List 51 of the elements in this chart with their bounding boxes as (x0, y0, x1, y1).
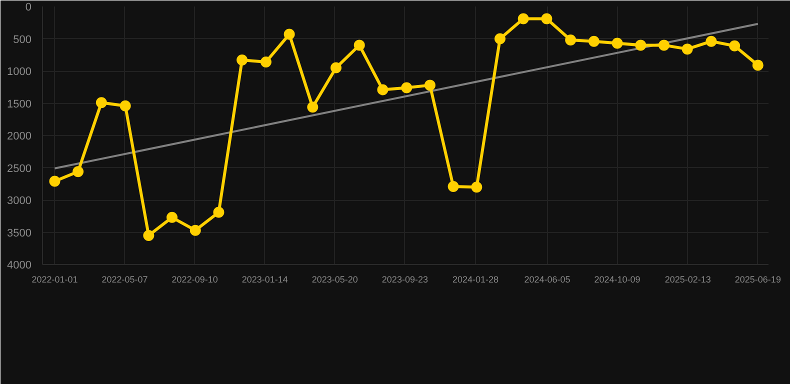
point (213, 206, 224, 218)
point (166, 212, 178, 223)
point (518, 13, 529, 24)
x-tick-label: 2024-10-09 (594, 274, 640, 284)
point (635, 40, 646, 51)
point (96, 97, 107, 108)
point (494, 33, 506, 44)
y-tick-label: 3500 (7, 227, 32, 240)
x-tick-label: 2022-05-07 (102, 274, 148, 284)
point (354, 40, 365, 51)
x-tick-label: 2024-01-28 (452, 274, 499, 284)
point (49, 176, 60, 187)
y-tick-label: 2500 (7, 162, 32, 175)
point (330, 62, 342, 74)
point (448, 180, 459, 192)
point (120, 100, 131, 112)
x-tick-label: 2023-09-23 (382, 274, 428, 284)
point (307, 102, 318, 113)
y-tick-label: 2000 (7, 130, 32, 142)
y-tick-label: 3000 (7, 195, 32, 207)
point (541, 13, 552, 24)
point (565, 34, 576, 46)
point (752, 60, 764, 71)
point (401, 82, 412, 94)
point (72, 166, 84, 178)
x-tick-label: 2023-01-14 (242, 274, 288, 284)
x-tick-label: 2025-02-13 (664, 274, 711, 284)
point (682, 44, 693, 55)
point (658, 40, 670, 51)
point (143, 230, 154, 241)
point (377, 84, 388, 96)
point (588, 36, 600, 47)
x-tick-label: 2025-06-19 (734, 274, 781, 284)
y-tick-label: 4000 (7, 260, 32, 272)
point (729, 40, 740, 52)
point (706, 36, 717, 47)
y-tick-label: 1000 (7, 66, 32, 78)
point (260, 56, 272, 68)
point (236, 54, 248, 66)
point (424, 80, 436, 91)
y-tick-label: 500 (13, 34, 32, 46)
point (284, 28, 295, 40)
y-tick-label: 0 (25, 2, 32, 14)
point (612, 38, 623, 49)
point (471, 182, 482, 193)
point (190, 224, 201, 236)
x-tick-label: 2022-09-10 (172, 274, 218, 284)
x-tick-label: 2023-05-20 (312, 274, 358, 284)
x-tick-label: 2024-06-05 (524, 274, 570, 284)
x-tick-label: 2022-01-01 (32, 274, 78, 284)
y-tick-label: 1500 (7, 98, 32, 110)
